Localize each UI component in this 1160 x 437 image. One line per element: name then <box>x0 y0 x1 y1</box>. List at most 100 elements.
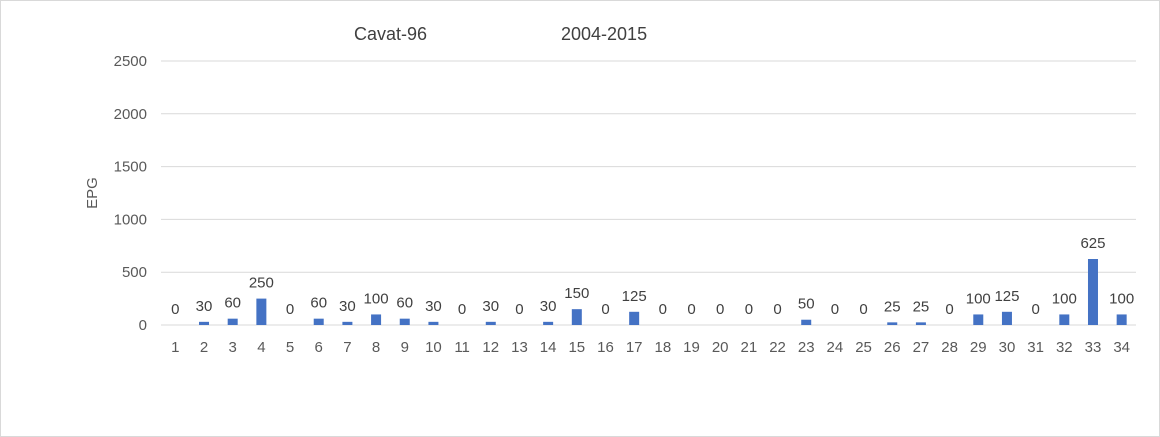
x-tick-label-25: 25 <box>855 339 872 356</box>
data-label-16: 0 <box>601 301 609 318</box>
data-label-31: 0 <box>1031 301 1039 318</box>
x-tick-label-22: 22 <box>769 339 786 356</box>
data-label-8: 100 <box>364 290 389 307</box>
data-label-29: 100 <box>966 290 991 307</box>
x-tick-label-18: 18 <box>654 339 671 356</box>
bar-27 <box>915 322 926 325</box>
data-label-2: 30 <box>196 298 213 315</box>
x-tick-label-23: 23 <box>798 339 815 356</box>
y-tick-label-2000: 2000 <box>114 106 147 123</box>
data-label-17: 125 <box>622 288 647 305</box>
x-tick-label-10: 10 <box>425 339 442 356</box>
data-label-10: 30 <box>425 298 442 315</box>
x-tick-label-20: 20 <box>712 339 729 356</box>
data-label-4: 250 <box>249 275 274 292</box>
x-tick-label-5: 5 <box>286 339 294 356</box>
data-label-14: 30 <box>540 298 557 315</box>
data-label-25: 0 <box>859 301 867 318</box>
data-label-26: 25 <box>884 298 901 315</box>
bar-17 <box>629 311 640 325</box>
bar-30 <box>1001 311 1012 325</box>
bar-26 <box>887 322 898 325</box>
data-label-11: 0 <box>458 301 466 318</box>
bar-14 <box>543 321 554 325</box>
bar-7 <box>342 321 353 325</box>
bar-29 <box>973 314 984 325</box>
x-tick-label-28: 28 <box>941 339 958 356</box>
data-label-13: 0 <box>515 301 523 318</box>
data-label-21: 0 <box>745 301 753 318</box>
x-axis-ticks: 1 2 3 4 5 6 7 8 9 10 11 12 13 14 15 16 17 18 19 20 21 22 23 24 2… <box>171 339 1130 356</box>
x-tick-label-11: 11 <box>454 339 470 356</box>
x-tick-label-34: 34 <box>1113 339 1130 356</box>
x-tick-label-4: 4 <box>257 339 265 356</box>
y-tick-label-500: 500 <box>122 264 147 281</box>
data-label-7: 30 <box>339 298 356 315</box>
x-tick-label-24: 24 <box>827 339 844 356</box>
x-tick-label-29: 29 <box>970 339 987 356</box>
x-tick-label-33: 33 <box>1085 339 1102 356</box>
data-label-12: 30 <box>482 298 499 315</box>
x-tick-label-21: 21 <box>741 339 758 356</box>
data-label-28: 0 <box>945 301 953 318</box>
data-label-15: 150 <box>564 285 589 302</box>
data-label-27: 25 <box>913 298 930 315</box>
x-tick-label-26: 26 <box>884 339 901 356</box>
bars <box>199 259 1127 325</box>
y-axis-ticks: 0 500 1000 1500 2000 2500 <box>114 53 147 334</box>
x-tick-label-6: 6 <box>315 339 323 356</box>
bar-6 <box>313 318 324 325</box>
x-tick-label-27: 27 <box>913 339 930 356</box>
y-tick-label-0: 0 <box>139 317 147 334</box>
x-tick-label-31: 31 <box>1027 339 1044 356</box>
data-label-24: 0 <box>831 301 839 318</box>
y-axis-title: EPG <box>84 177 101 209</box>
data-label-5: 0 <box>286 301 294 318</box>
x-tick-label-14: 14 <box>540 339 557 356</box>
x-tick-label-12: 12 <box>482 339 499 356</box>
x-tick-label-15: 15 <box>568 339 585 356</box>
data-label-3: 60 <box>224 295 241 312</box>
bar-9 <box>399 318 410 325</box>
gridlines <box>161 60 1136 326</box>
x-tick-label-8: 8 <box>372 339 380 356</box>
y-tick-label-1000: 1000 <box>114 211 147 228</box>
bar-32 <box>1059 314 1070 325</box>
x-tick-label-1: 1 <box>171 339 179 356</box>
x-tick-label-17: 17 <box>626 339 643 356</box>
chart-title-right: 2004-2015 <box>561 24 647 44</box>
bar-10 <box>428 321 439 325</box>
bar-15 <box>571 309 582 325</box>
y-tick-label-1500: 1500 <box>114 159 147 176</box>
data-label-34: 100 <box>1109 290 1134 307</box>
x-tick-label-30: 30 <box>999 339 1016 356</box>
bar-8 <box>371 314 382 325</box>
x-tick-label-2: 2 <box>200 339 208 356</box>
bar-12 <box>485 321 496 325</box>
data-label-32: 100 <box>1052 290 1077 307</box>
x-tick-label-32: 32 <box>1056 339 1073 356</box>
y-tick-label-2500: 2500 <box>114 53 147 70</box>
data-label-9: 60 <box>396 295 413 312</box>
bar-34 <box>1116 314 1127 325</box>
x-tick-label-13: 13 <box>511 339 528 356</box>
x-tick-label-19: 19 <box>683 339 700 356</box>
data-label-33: 625 <box>1080 235 1105 252</box>
data-label-20: 0 <box>716 301 724 318</box>
data-label-1: 0 <box>171 301 179 318</box>
data-label-23: 50 <box>798 296 815 313</box>
data-label-18: 0 <box>659 301 667 318</box>
data-label-22: 0 <box>773 301 781 318</box>
x-tick-label-7: 7 <box>343 339 351 356</box>
bar-2 <box>199 321 210 325</box>
data-label-30: 125 <box>994 288 1019 305</box>
bar-23 <box>801 319 812 325</box>
x-tick-label-16: 16 <box>597 339 614 356</box>
data-label-19: 0 <box>687 301 695 318</box>
bar-4 <box>256 298 267 325</box>
x-tick-label-3: 3 <box>229 339 237 356</box>
x-tick-label-9: 9 <box>401 339 409 356</box>
